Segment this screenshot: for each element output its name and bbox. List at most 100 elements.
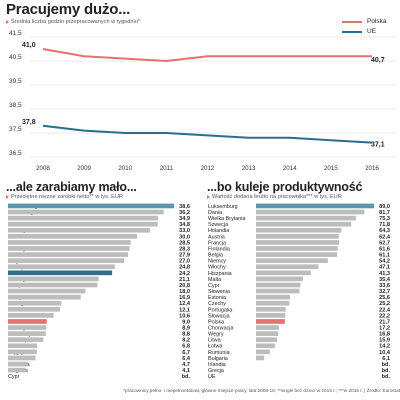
triangle-bullet-icon <box>207 194 210 199</box>
right-chart-title: ...bo kuleje produktywność <box>207 180 363 194</box>
category-label: Węgry <box>208 332 224 338</box>
bar <box>256 331 279 336</box>
bar <box>256 270 311 276</box>
value-label: 6,4 <box>182 356 191 362</box>
value-label: 28,3 <box>179 246 190 252</box>
bar <box>8 294 81 300</box>
value-label: 8,8 <box>182 332 190 338</box>
value-label: 33,0 <box>179 228 190 234</box>
bar <box>8 270 113 276</box>
x-tick-label: 2016 <box>365 165 379 172</box>
x-tick-label: 2014 <box>283 165 297 172</box>
bar <box>256 234 339 239</box>
bar <box>8 209 164 215</box>
category-label: Czechy <box>208 301 226 307</box>
bar <box>8 300 62 306</box>
bar <box>8 367 26 373</box>
value-label: 62,4 <box>379 234 391 240</box>
bar <box>256 288 300 294</box>
x-tick-label: 2015 <box>324 165 338 172</box>
bar <box>8 221 158 227</box>
bar <box>256 203 374 209</box>
data-label-first: 37,8 <box>22 119 36 126</box>
bar <box>256 306 286 312</box>
category-label: Polska <box>208 319 224 325</box>
value-label: 61,1 <box>379 253 390 259</box>
value-label: 28,5 <box>179 240 190 246</box>
value-label: 21,1 <box>179 277 190 283</box>
bar <box>8 227 150 233</box>
bar <box>8 203 174 209</box>
value-label: 10,6 <box>179 313 190 319</box>
value-label: 27,0 <box>179 259 190 265</box>
value-label: 16,9 <box>179 295 190 301</box>
value-label: 89,0 <box>379 204 390 210</box>
value-label: 6,8 <box>182 344 190 350</box>
category-label: Irlandia <box>208 362 226 368</box>
bar <box>8 355 36 361</box>
x-tick-label: 2012 <box>201 165 215 172</box>
legend-label-ue: UE <box>367 28 377 35</box>
category-label: Wielka Brytania <box>208 216 245 222</box>
value-label: 62,7 <box>379 240 390 246</box>
legend-item-polska: Polska <box>342 18 387 25</box>
category-label: Łotwa <box>208 344 222 350</box>
bar <box>8 215 159 221</box>
series-line-polska <box>42 48 372 63</box>
value-label: 16,8 <box>379 332 390 338</box>
value-label: bd. <box>382 374 391 380</box>
bar <box>8 282 98 288</box>
data-label-first: 41,0 <box>22 42 36 49</box>
bar <box>8 325 47 330</box>
productivity-bar-chart: Luksemburg 89,0 Dania 81,7 Wielka Brytania 75… <box>208 203 391 380</box>
value-label: 36,2 <box>179 210 190 216</box>
value-label: 24,8 <box>179 265 190 271</box>
legend-swatch-polska <box>342 20 362 23</box>
data-label-last: 37,1 <box>371 142 385 149</box>
value-label: 71,8 <box>379 222 390 228</box>
bar <box>8 349 37 355</box>
value-label: 4,7 <box>182 362 190 368</box>
bar <box>8 319 47 324</box>
y-tick-label: 37,5 <box>9 126 22 133</box>
value-label: 12,4 <box>179 301 191 307</box>
category-label: Cypr <box>208 283 220 289</box>
category-label: UE <box>208 374 216 380</box>
category-label: Włochy <box>208 265 226 271</box>
category-label: Estonia <box>208 295 226 301</box>
line-chart-subtitle: Średnia liczba godzin przepracowanych w … <box>6 19 140 25</box>
category-label: Hiszpania <box>208 271 232 277</box>
value-label: 24,2 <box>179 271 190 277</box>
bar <box>256 325 279 330</box>
bar <box>256 209 365 215</box>
value-label: 64,3 <box>379 228 390 234</box>
value-label: 47,1 <box>379 265 390 271</box>
bar <box>256 294 290 300</box>
value-label: 35,4 <box>379 277 391 283</box>
data-label-last: 40,7 <box>371 57 385 64</box>
category-label: Słowacja <box>208 313 230 319</box>
bar <box>256 313 286 318</box>
x-tick-label: 2009 <box>77 165 91 172</box>
value-label: 6,7 <box>182 350 190 356</box>
bar <box>256 343 275 349</box>
value-label: 32,7 <box>379 289 390 295</box>
category-label: Francja <box>208 240 226 246</box>
bar <box>256 282 301 288</box>
bar <box>256 252 337 257</box>
value-label: 8,9 <box>182 326 190 332</box>
category-label: Słowenia <box>208 289 230 295</box>
bar <box>8 258 125 263</box>
value-label: bd. <box>382 368 391 374</box>
x-tick-label: 2010 <box>118 165 132 172</box>
value-label: 22,4 <box>379 307 391 313</box>
value-label: 22,2 <box>379 313 390 319</box>
value-label: 9,0 <box>182 319 190 325</box>
value-label: 17,2 <box>379 326 390 332</box>
category-label: Rumunia <box>208 350 230 356</box>
category-label: Dania <box>208 210 222 216</box>
value-label: 38,6 <box>179 204 190 210</box>
bar <box>256 355 265 361</box>
left-chart-title: ...ale zarabiamy mało... <box>6 180 137 194</box>
category-label: Cypr <box>8 374 20 380</box>
